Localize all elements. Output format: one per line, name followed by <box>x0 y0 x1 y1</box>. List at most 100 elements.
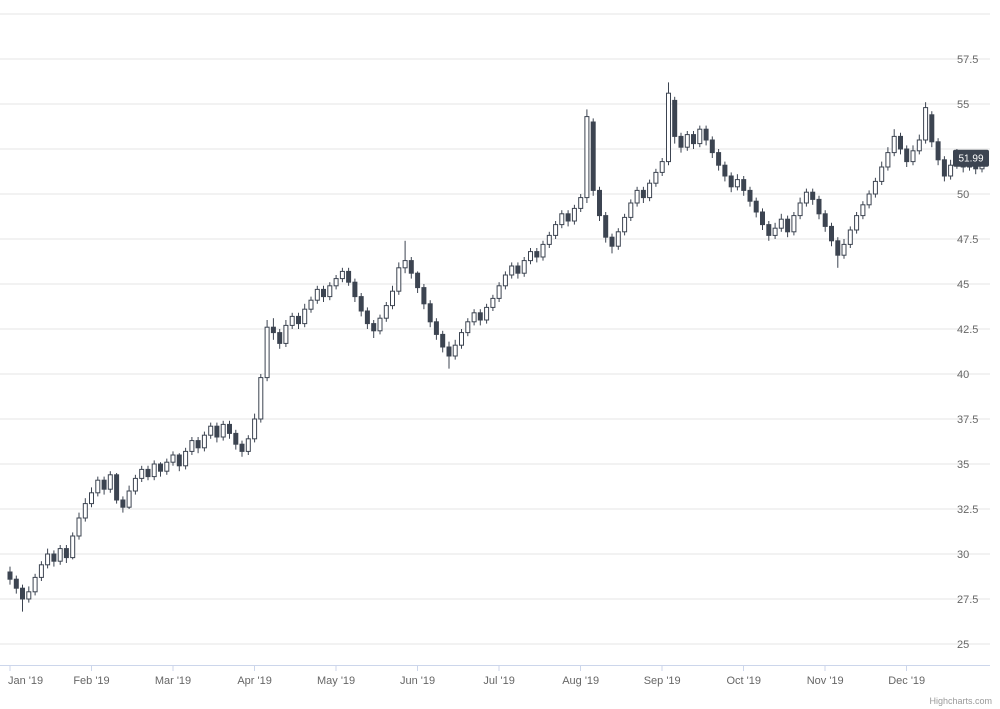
candle-body <box>722 164 728 177</box>
y-axis-label: 25 <box>957 639 969 651</box>
candle-body <box>559 213 565 226</box>
candle-body <box>20 587 25 600</box>
candle-body <box>898 135 903 150</box>
candle-body <box>684 134 690 148</box>
candle-body <box>484 306 490 321</box>
candle-body <box>640 189 646 199</box>
y-axis-label: 32.5 <box>957 504 978 516</box>
candle-body <box>126 490 132 508</box>
candle-body <box>509 265 515 276</box>
candle-body <box>170 454 176 463</box>
candle-body <box>885 152 891 168</box>
candle-body <box>220 423 226 438</box>
candle-body <box>402 260 408 269</box>
candle-body <box>829 225 834 242</box>
y-axis-label: 45 <box>957 279 969 291</box>
candle-body <box>145 468 151 478</box>
candle-body <box>797 202 803 217</box>
candle-body <box>615 231 621 247</box>
candle-body <box>277 332 283 344</box>
candle-body <box>571 207 577 222</box>
y-axis-label: 50 <box>957 189 969 201</box>
candle-body <box>446 346 452 357</box>
candle-body <box>916 139 922 152</box>
candle-body <box>659 161 665 173</box>
candle-body <box>609 236 615 247</box>
candle-body <box>252 418 258 440</box>
candle-body <box>364 310 370 325</box>
candle-body <box>672 99 678 137</box>
candle-body <box>728 175 734 188</box>
candle-body <box>321 288 326 298</box>
candle-body <box>459 332 464 346</box>
candle-body <box>176 454 182 467</box>
candle-body <box>540 243 546 258</box>
x-axis-label: May '19 <box>317 675 355 687</box>
candle-body <box>734 179 740 188</box>
last-price-badge: 51.99 <box>953 149 989 167</box>
candle-body <box>440 333 446 348</box>
price-series[interactable] <box>7 82 985 612</box>
candle-body <box>578 197 584 209</box>
candle-body <box>465 321 471 334</box>
candle-body <box>847 229 853 245</box>
x-axis: Jan '19 Feb '19 Mar '19 Apr '19 May '19 Jun '… <box>0 665 990 687</box>
candle-body <box>233 432 239 445</box>
candle-body <box>822 213 828 227</box>
y-axis-label: 57.5 <box>957 54 978 66</box>
candle-body <box>634 189 640 204</box>
candle-body <box>910 150 916 163</box>
candle-body <box>132 477 138 492</box>
candle-body <box>95 479 101 494</box>
candle-body <box>452 344 458 357</box>
candle-body <box>666 92 671 163</box>
candle-body <box>377 317 383 332</box>
y-axis-label: 40 <box>957 369 969 381</box>
candle-body <box>302 308 308 325</box>
candle-body <box>7 571 13 580</box>
candle-body <box>139 468 145 479</box>
candle-body <box>371 323 377 332</box>
candle-body <box>872 180 878 195</box>
candle-body <box>477 312 483 321</box>
candle-body <box>308 299 314 310</box>
candle-body <box>114 474 120 501</box>
candle-body <box>264 326 270 379</box>
candle-body <box>151 463 157 478</box>
candle-body <box>653 171 659 184</box>
candle-body <box>747 189 753 202</box>
candle-body <box>565 213 571 222</box>
candle-body <box>289 315 295 326</box>
x-axis-label: Jan '19 <box>8 675 43 687</box>
candle-body <box>803 191 809 204</box>
candle-body <box>534 251 540 258</box>
candle-body <box>502 274 508 287</box>
candle-body <box>346 270 352 283</box>
candle-body <box>597 189 602 217</box>
candle-body <box>785 218 791 233</box>
candle-body <box>57 548 63 562</box>
candle-body <box>741 179 747 191</box>
candle-body <box>854 215 860 231</box>
x-axis-label: Jun '19 <box>400 675 435 687</box>
y-axis-label: 42.5 <box>957 324 978 336</box>
candle-body <box>760 211 765 226</box>
highcharts-credits-link[interactable]: Highcharts.com <box>929 696 992 706</box>
candle-body <box>866 193 872 206</box>
candle-body <box>772 227 778 236</box>
candle-body <box>904 148 910 163</box>
candle-body <box>647 182 653 199</box>
candle-body <box>810 191 816 200</box>
y-axis-label: 37.5 <box>957 414 978 426</box>
candle-body <box>603 215 609 238</box>
candle-body <box>26 591 32 600</box>
candle-body <box>314 288 320 301</box>
candle-body <box>76 517 82 537</box>
candle-body <box>929 114 935 143</box>
candle-body <box>709 139 715 154</box>
candle-body <box>766 224 772 236</box>
candle-body <box>791 215 797 233</box>
candle-body <box>283 324 289 344</box>
